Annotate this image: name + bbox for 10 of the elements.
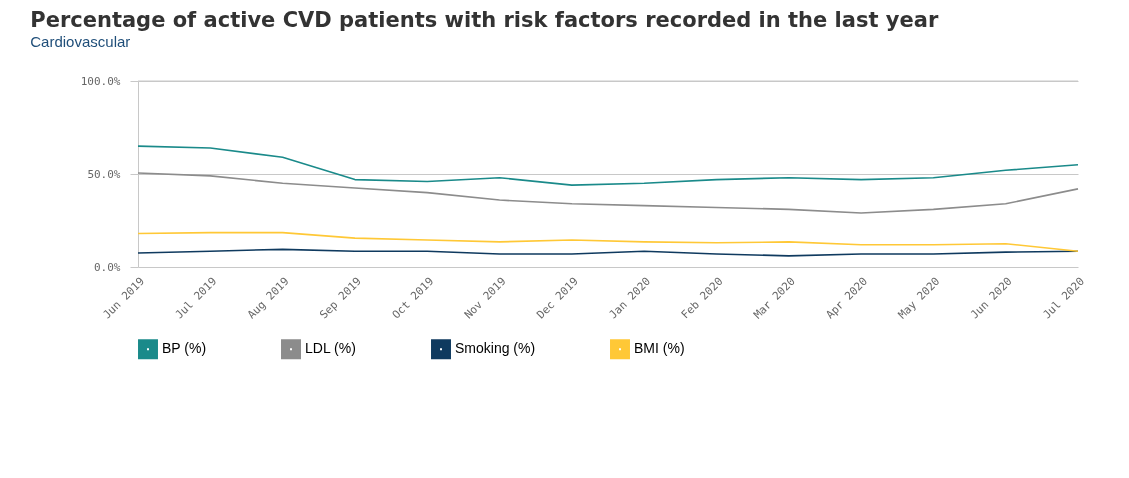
y-tick-label: 0.0% [94, 260, 121, 274]
line-series [137, 231, 1079, 252]
legend-label: Smoking (%) [455, 340, 536, 357]
legend-label: LDL (%) [305, 340, 356, 357]
text: Cardiovascular [30, 33, 131, 50]
chart-title: Percentage of active CVD patients with risk factors recorded in the last year [30, 8, 939, 32]
y-tick-label: 100.0% [80, 74, 121, 88]
legend-label: BP (%) [162, 340, 207, 357]
legend-label: BMI (%) [634, 340, 685, 357]
y-tick-label: 50.0% [87, 167, 121, 181]
